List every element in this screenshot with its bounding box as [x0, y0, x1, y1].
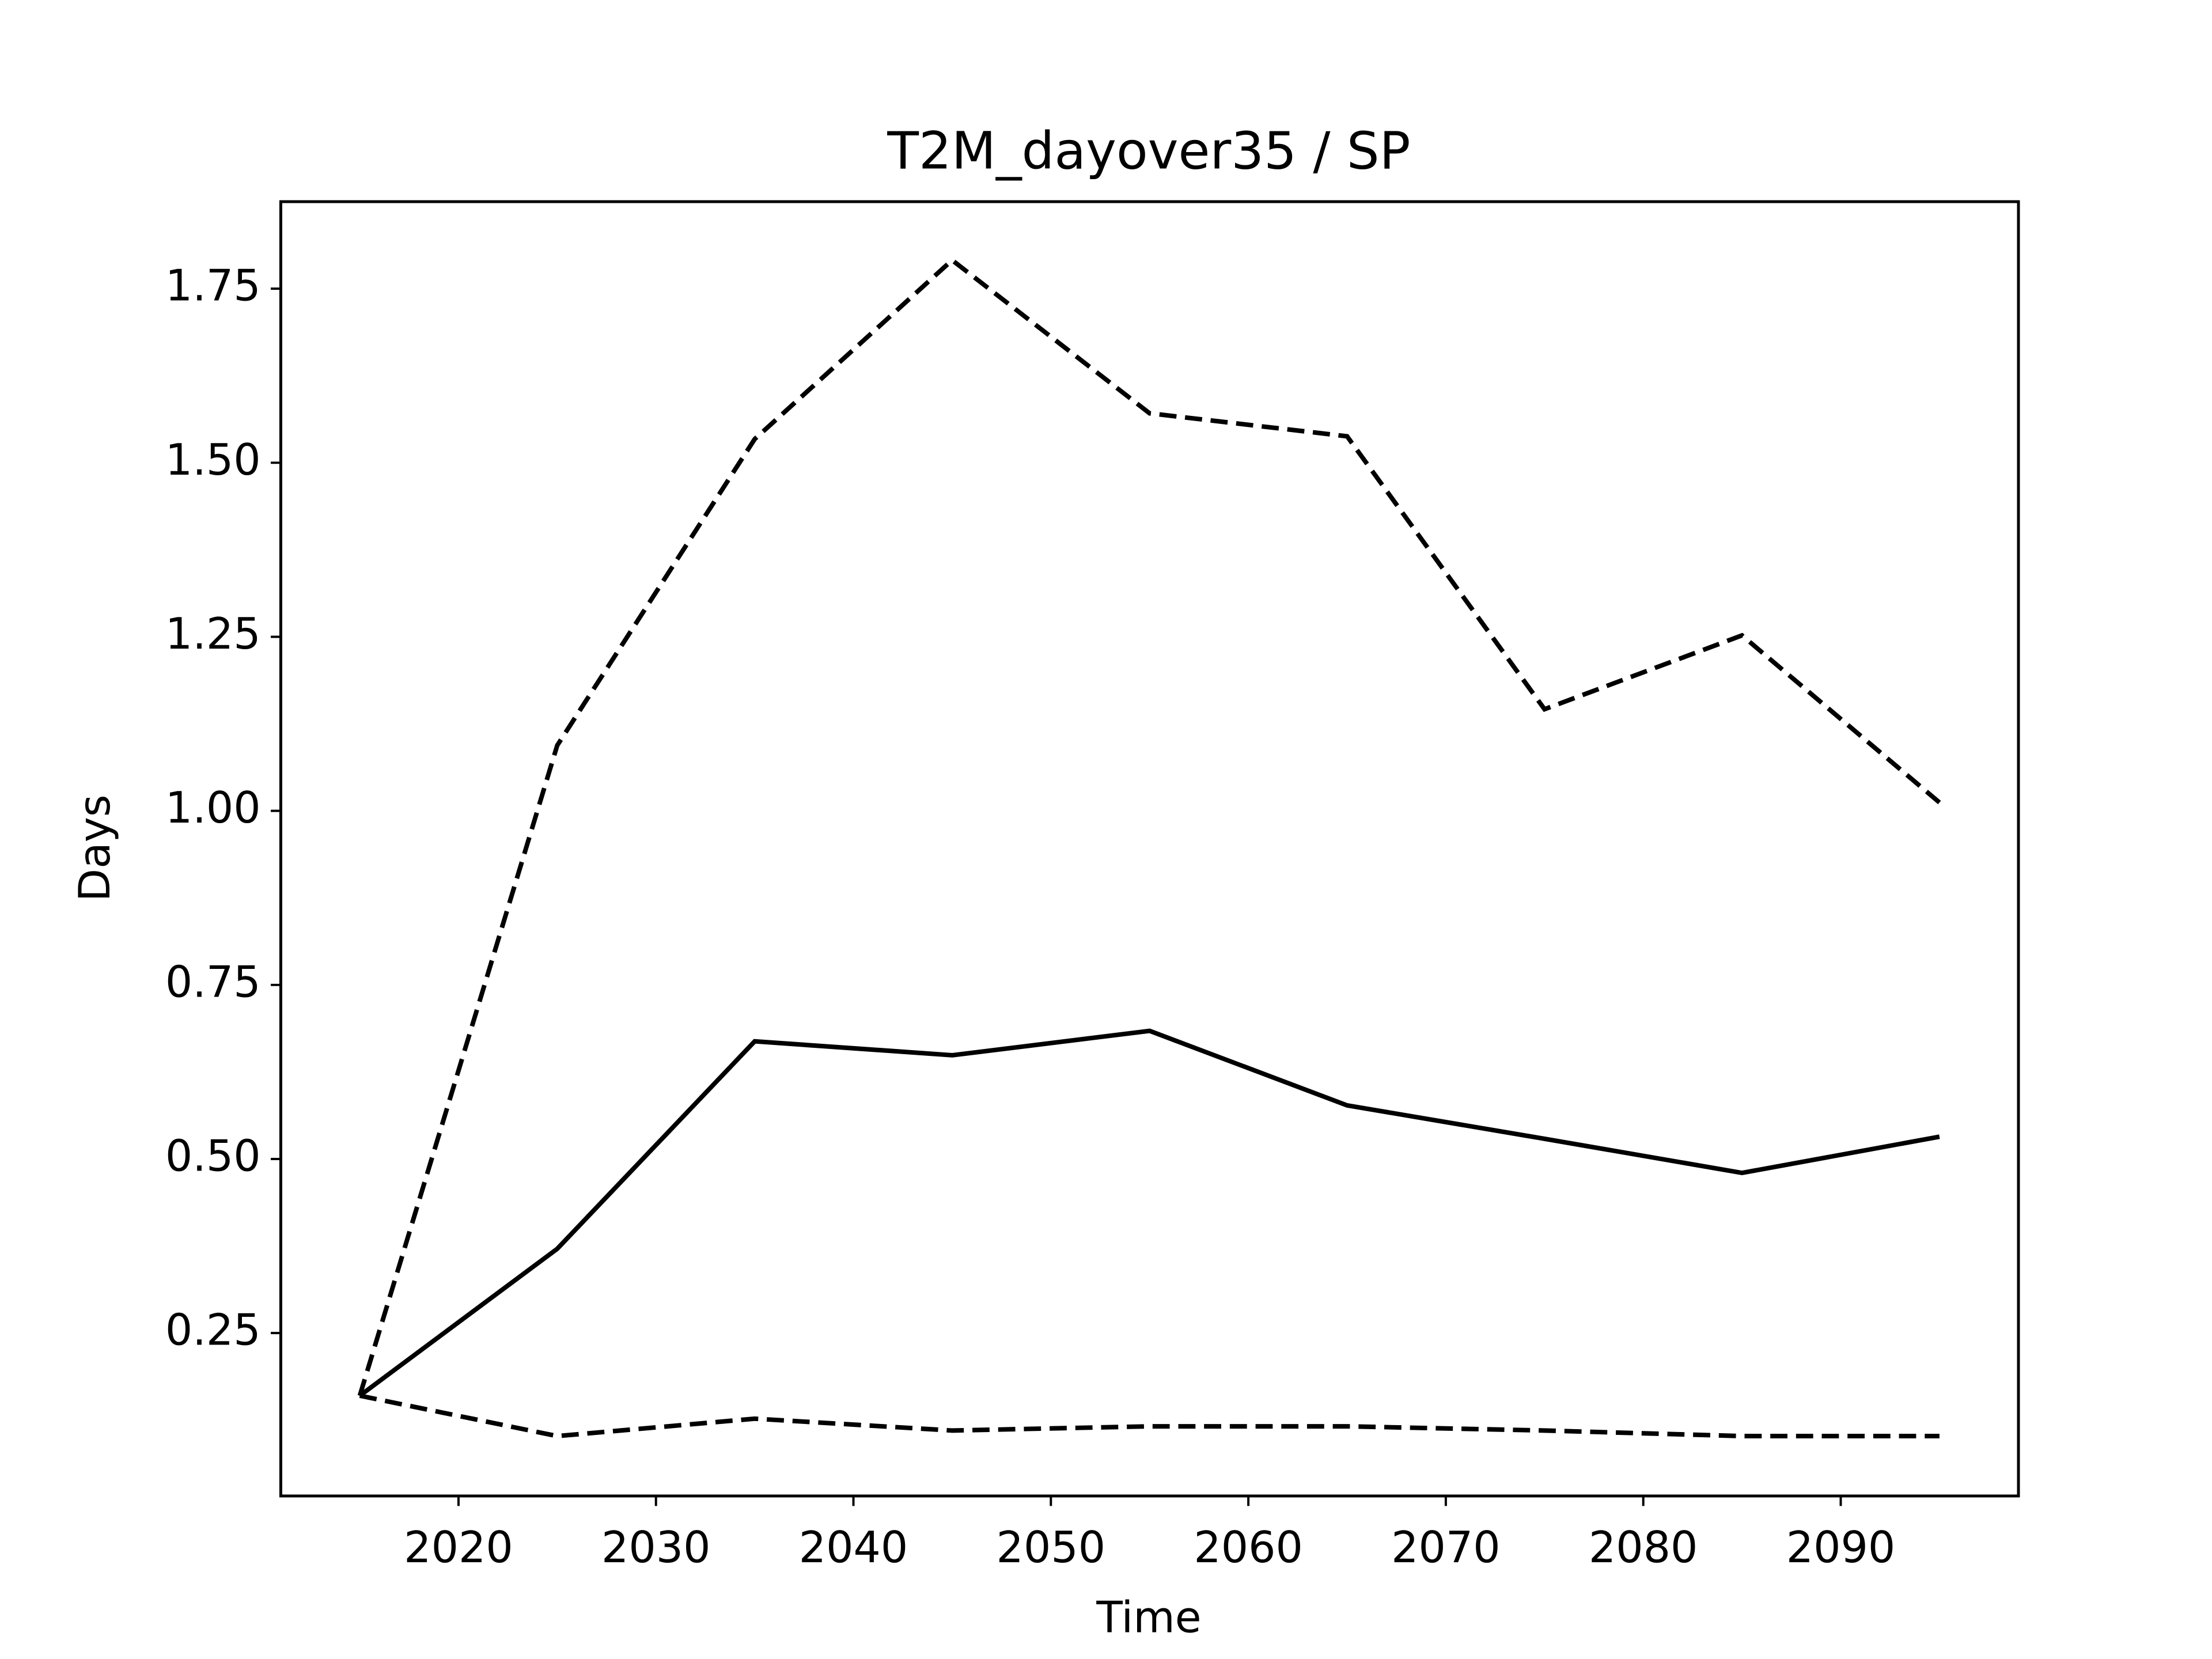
y-tick-label: 1.00 [165, 783, 261, 833]
chart-title: T2M_dayover35 / SP [887, 122, 1410, 181]
x-tick-label: 2070 [1391, 1522, 1501, 1573]
line-series [357, 257, 1941, 1397]
x-axis-label: Time [1096, 1592, 1201, 1642]
x-tick-label: 2050 [997, 1522, 1106, 1573]
line-series [358, 1028, 1940, 1398]
line-series [359, 1393, 1940, 1439]
x-tick-label: 2080 [1589, 1522, 1698, 1573]
x-tick-label: 2030 [601, 1522, 711, 1573]
y-tick-label: 1.50 [165, 435, 261, 485]
y-axis-label: Days [70, 794, 120, 902]
y-tick-label: 0.75 [165, 957, 261, 1007]
y-tick-label: 0.25 [165, 1305, 261, 1355]
x-tick-label: 2020 [404, 1522, 513, 1573]
x-tick-label: 2060 [1194, 1522, 1303, 1573]
plot-frame [279, 200, 2020, 1498]
y-tick-label: 0.50 [165, 1131, 261, 1181]
x-tick-label: 2090 [1786, 1522, 1896, 1573]
y-tick-label: 1.25 [165, 609, 261, 659]
x-tick-label: 2040 [799, 1522, 908, 1573]
y-tick-label: 1.75 [165, 261, 261, 311]
